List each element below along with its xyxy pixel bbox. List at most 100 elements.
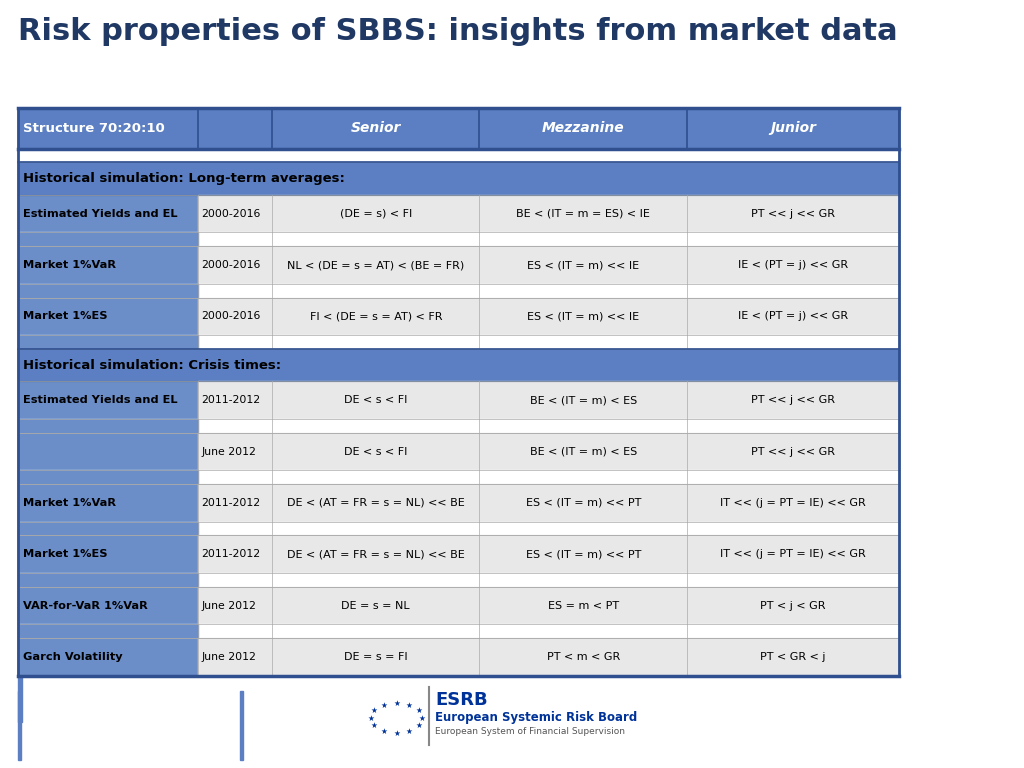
Text: DE = s = FI: DE = s = FI xyxy=(344,652,408,662)
Text: FI < (DE = s = AT) < FR: FI < (DE = s = AT) < FR xyxy=(309,311,442,321)
Bar xyxy=(18,419,899,432)
Text: ES < (IT = m) << PT: ES < (IT = m) << PT xyxy=(525,549,641,559)
Text: ★: ★ xyxy=(380,700,387,710)
Bar xyxy=(199,484,899,521)
Text: IT << (j = PT = IE) << GR: IT << (j = PT = IE) << GR xyxy=(720,498,866,508)
Bar xyxy=(199,382,899,419)
Text: PT < GR < j: PT < GR < j xyxy=(760,652,825,662)
Bar xyxy=(18,162,899,195)
Text: PT << j << GR: PT << j << GR xyxy=(751,396,835,406)
Text: ★: ★ xyxy=(380,727,387,736)
Bar xyxy=(199,195,899,233)
Bar xyxy=(199,638,899,676)
Text: DE = s = NL: DE = s = NL xyxy=(341,601,410,611)
Bar xyxy=(18,471,899,484)
Text: ES < (IT = m) << PT: ES < (IT = m) << PT xyxy=(525,498,641,508)
Text: ★: ★ xyxy=(393,699,400,707)
Text: DE < (AT = FR = s = NL) << BE: DE < (AT = FR = s = NL) << BE xyxy=(287,549,465,559)
Text: 2011-2012: 2011-2012 xyxy=(201,549,260,559)
Text: 2011-2012: 2011-2012 xyxy=(201,498,260,508)
Text: ES < (IT = m) << IE: ES < (IT = m) << IE xyxy=(527,311,639,321)
Bar xyxy=(18,382,199,419)
Bar xyxy=(18,587,199,624)
Text: European System of Financial Supervision: European System of Financial Supervision xyxy=(435,727,626,736)
Bar xyxy=(18,573,899,587)
Text: ★: ★ xyxy=(416,721,422,730)
Bar xyxy=(18,247,199,284)
Text: PT < j < GR: PT < j < GR xyxy=(760,601,825,611)
Text: ★: ★ xyxy=(419,713,426,723)
Bar xyxy=(18,471,199,484)
Text: Market 1%VaR: Market 1%VaR xyxy=(24,260,116,270)
Text: Market 1%ES: Market 1%ES xyxy=(24,549,108,559)
Text: European Systemic Risk Board: European Systemic Risk Board xyxy=(435,711,638,723)
Text: Senior: Senior xyxy=(350,121,401,135)
Bar xyxy=(18,284,899,297)
Bar xyxy=(18,691,22,760)
Text: (DE = s) < FI: (DE = s) < FI xyxy=(340,209,412,219)
Text: ★: ★ xyxy=(371,706,378,715)
Bar xyxy=(18,269,23,722)
Text: Garch Volatility: Garch Volatility xyxy=(24,652,123,662)
Text: ESRB: ESRB xyxy=(435,691,487,710)
Bar xyxy=(18,521,899,535)
Bar xyxy=(199,587,899,624)
Bar xyxy=(18,484,199,521)
Text: IT << (j = PT = IE) << GR: IT << (j = PT = IE) << GR xyxy=(720,549,866,559)
Bar xyxy=(18,195,199,233)
Text: PT << j << GR: PT << j << GR xyxy=(751,447,835,457)
Bar xyxy=(18,284,199,297)
Text: PT < m < GR: PT < m < GR xyxy=(547,652,620,662)
Text: Estimated Yields and EL: Estimated Yields and EL xyxy=(24,209,177,219)
Text: ★: ★ xyxy=(416,706,422,715)
Bar xyxy=(240,691,243,760)
Bar xyxy=(18,624,899,638)
Bar xyxy=(18,233,199,247)
Bar xyxy=(18,148,899,162)
Text: June 2012: June 2012 xyxy=(201,447,256,457)
Text: ES = m < PT: ES = m < PT xyxy=(548,601,618,611)
Text: DE < s < FI: DE < s < FI xyxy=(344,447,408,457)
Bar xyxy=(18,297,199,335)
Text: PT << j << GR: PT << j << GR xyxy=(751,209,835,219)
Text: Historical simulation: Long-term averages:: Historical simulation: Long-term average… xyxy=(24,172,345,185)
Bar xyxy=(18,521,199,535)
Text: ★: ★ xyxy=(368,713,374,723)
Text: June 2012: June 2012 xyxy=(201,652,256,662)
Bar xyxy=(18,573,199,587)
Text: 2000-2016: 2000-2016 xyxy=(201,260,260,270)
Text: ★: ★ xyxy=(393,729,400,737)
Text: 2011-2012: 2011-2012 xyxy=(201,396,260,406)
Text: ★: ★ xyxy=(406,727,413,736)
Text: BE < (IT = m = ES) < IE: BE < (IT = m = ES) < IE xyxy=(516,209,650,219)
Bar xyxy=(199,535,899,573)
Text: Mezzanine: Mezzanine xyxy=(542,121,625,135)
Bar xyxy=(18,335,199,349)
Bar xyxy=(18,419,199,432)
Bar xyxy=(18,535,199,573)
Bar xyxy=(18,624,199,638)
Text: DE < (AT = FR = s = NL) << BE: DE < (AT = FR = s = NL) << BE xyxy=(287,498,465,508)
Text: Market 1%ES: Market 1%ES xyxy=(24,311,108,321)
Text: BE < (IT = m) < ES: BE < (IT = m) < ES xyxy=(529,396,637,406)
Text: Market 1%VaR: Market 1%VaR xyxy=(24,498,116,508)
Bar xyxy=(199,297,899,335)
Text: 2000-2016: 2000-2016 xyxy=(201,209,260,219)
Text: IE < (PT = j) << GR: IE < (PT = j) << GR xyxy=(738,311,848,321)
Text: VAR-for-VaR 1%VaR: VAR-for-VaR 1%VaR xyxy=(24,601,147,611)
Bar xyxy=(18,349,899,382)
Bar xyxy=(18,108,899,148)
Text: DE < s < FI: DE < s < FI xyxy=(344,396,408,406)
Text: Risk properties of SBBS: insights from market data: Risk properties of SBBS: insights from m… xyxy=(18,17,898,46)
Bar xyxy=(199,432,899,471)
Bar xyxy=(199,247,899,284)
Text: June 2012: June 2012 xyxy=(201,601,256,611)
Bar xyxy=(18,233,899,247)
Text: Junior: Junior xyxy=(770,121,816,135)
Text: Estimated Yields and EL: Estimated Yields and EL xyxy=(24,396,177,406)
Bar xyxy=(18,335,899,349)
Text: ES < (IT = m) << IE: ES < (IT = m) << IE xyxy=(527,260,639,270)
Text: BE < (IT = m) < ES: BE < (IT = m) < ES xyxy=(529,447,637,457)
Text: 2000-2016: 2000-2016 xyxy=(201,311,260,321)
Text: Structure 70:20:10: Structure 70:20:10 xyxy=(24,121,165,134)
